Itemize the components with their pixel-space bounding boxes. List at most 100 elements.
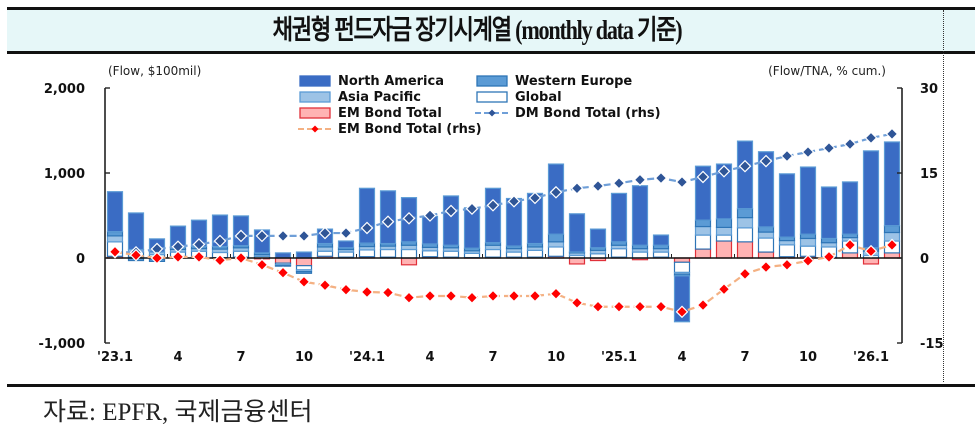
legend-label-global: Global	[515, 90, 562, 105]
bar-asia-pacific	[316, 246, 334, 252]
bar-north-america	[778, 173, 796, 238]
bar-asia-pacific	[715, 226, 733, 236]
bar-asia-pacific	[484, 244, 502, 251]
legend-label-em-bond-total: EM Bond Total	[338, 106, 442, 121]
dm-line	[115, 132, 893, 254]
bar-north-america	[127, 212, 145, 251]
legend-label-em-bond-total-rhs: EM Bond Total (rhs)	[338, 122, 482, 137]
em-marker	[822, 250, 836, 264]
em-marker	[213, 253, 227, 267]
dm-marker	[423, 209, 437, 222]
bar-north-america	[862, 150, 880, 249]
em-marker	[276, 266, 290, 280]
title-bar-right-strip	[947, 7, 975, 54]
dm-marker	[822, 141, 836, 155]
bar-em-bond-total	[736, 241, 754, 259]
dm-marker	[864, 131, 878, 145]
bond-fund-flow-chart: 2,000 1,000 0 -1,000 30 15 0 -15 '23.1 4 7 10 '24.1 4…	[38, 64, 943, 365]
dm-marker	[801, 145, 815, 159]
bar-global	[778, 244, 796, 258]
bar-global	[526, 249, 544, 258]
bar-global	[442, 250, 460, 258]
y-tick-label: 1,000	[44, 167, 85, 182]
bar-global	[715, 234, 733, 242]
dm-marker	[654, 171, 668, 185]
em-marker	[171, 250, 185, 264]
bar-global	[673, 261, 691, 274]
bar-global	[547, 246, 565, 257]
dm-marker	[696, 170, 710, 184]
em-marker	[360, 285, 374, 299]
legend-label-asia-pacific: Asia Pacific	[338, 90, 421, 105]
bar-north-america	[631, 185, 649, 246]
legend-marker-dm-bond-total-rhs	[488, 109, 496, 117]
y-axis-unit-label: (Flow, $100mil)	[108, 64, 201, 78]
em-marker	[150, 251, 164, 265]
em-marker	[444, 289, 458, 303]
bar-north-america	[442, 195, 460, 246]
bar-global	[757, 237, 775, 253]
legend-label-western-europe: Western Europe	[515, 74, 632, 89]
em-marker	[696, 298, 710, 312]
bar-global	[736, 227, 754, 243]
bar-global	[652, 251, 670, 258]
dm-marker	[591, 179, 605, 193]
em-marker	[528, 289, 542, 303]
y-tick-label: -1,000	[38, 337, 85, 352]
x-tick-label: '26.1	[853, 350, 889, 365]
bar-north-america	[610, 192, 628, 243]
em-marker	[759, 260, 773, 274]
legend-swatch-global	[476, 91, 508, 103]
bar-em-bond-total	[862, 257, 880, 265]
x-tick-label: '24.1	[349, 350, 385, 365]
bar-global	[421, 250, 439, 258]
dm-marker	[507, 194, 521, 208]
y2-axis-unit-label: (Flow/TNA, % cum.)	[768, 64, 886, 78]
em-marker	[612, 300, 626, 314]
bar-global	[610, 248, 628, 258]
bar-north-america	[715, 163, 733, 220]
dm-marker	[297, 229, 311, 243]
y2-tick-label: 0	[920, 252, 929, 267]
bar-global	[358, 249, 376, 258]
bar-asia-pacific	[820, 242, 838, 248]
bar-north-america	[799, 166, 817, 235]
bar-asia-pacific	[547, 241, 565, 248]
x-tick-label: '25.1	[601, 350, 637, 365]
bar-north-america	[358, 187, 376, 244]
dm-marker	[780, 149, 794, 163]
bar-western-europe	[883, 225, 901, 234]
em-marker	[507, 289, 521, 303]
bar-global	[295, 265, 313, 271]
em-marker	[402, 291, 416, 305]
line-layer	[108, 127, 899, 319]
dm-marker	[444, 204, 458, 218]
bar-asia-pacific	[757, 231, 775, 239]
bar-western-europe	[295, 271, 313, 274]
em-marker	[738, 267, 752, 281]
em-marker	[801, 254, 815, 268]
bar-asia-pacific	[106, 235, 124, 243]
bar-global	[337, 251, 355, 258]
dm-marker	[276, 229, 290, 243]
source-note: 자료: EPFR, 국제금융센터	[43, 399, 313, 426]
bar-north-america	[547, 163, 565, 235]
dm-marker	[213, 234, 227, 248]
bar-global	[379, 248, 397, 258]
em-marker	[675, 305, 689, 319]
em-marker	[381, 286, 395, 299]
dm-marker	[738, 159, 752, 173]
x-tick-label: '23.1	[97, 350, 133, 365]
dm-marker	[570, 181, 584, 195]
dm-marker	[528, 191, 542, 205]
bar-layer	[106, 140, 901, 323]
em-marker	[297, 275, 311, 289]
bar-western-europe	[547, 233, 565, 243]
em-marker	[633, 300, 647, 314]
y2-tick-label: 30	[920, 82, 938, 97]
bar-global	[631, 251, 649, 259]
legend-marker-em-bond-total-rhs	[311, 125, 319, 133]
bar-north-america	[589, 228, 607, 249]
dm-marker	[549, 185, 563, 199]
